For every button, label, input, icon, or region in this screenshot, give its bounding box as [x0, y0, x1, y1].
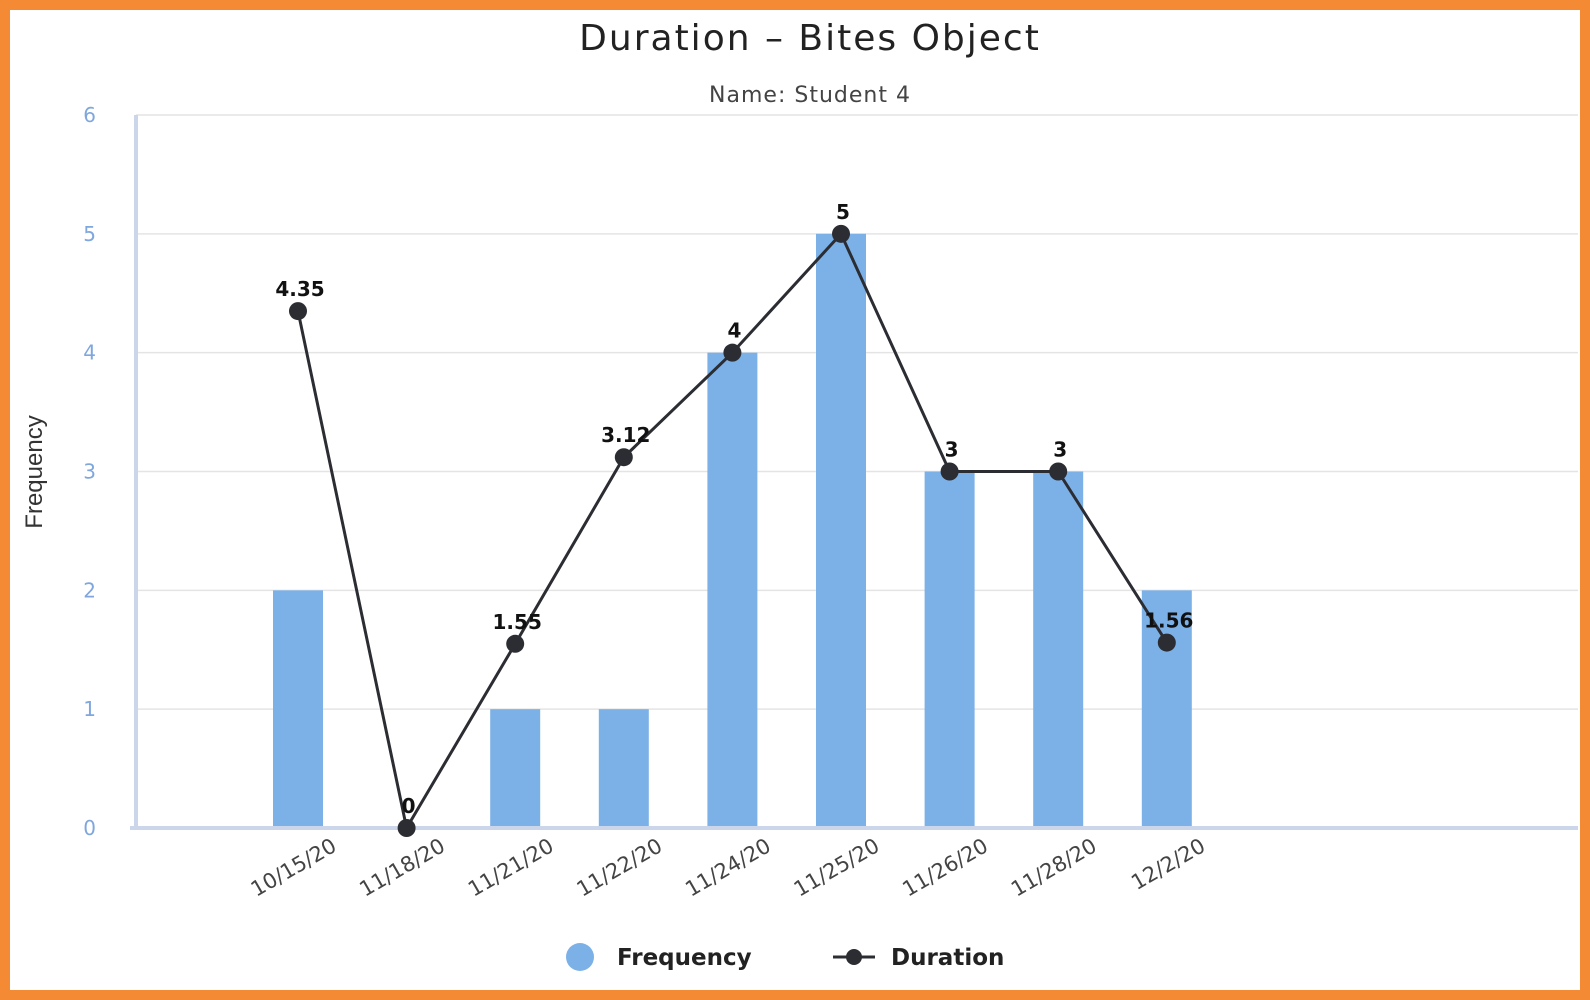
frequency-bar[interactable] — [816, 233, 866, 829]
legend-duration-marker-icon — [846, 949, 862, 965]
y-tick-label: 5 — [83, 222, 96, 246]
frequency-bar[interactable] — [1033, 471, 1084, 829]
y-axis-title: Frequency — [21, 415, 48, 528]
x-axis-ticks: 10/15/20 11/18/20 11/21/20 11/22/20 11/24/20… — [247, 834, 1209, 902]
x-tick-label: 11/28/20 — [1007, 834, 1101, 902]
x-tick-label: 11/18/20 — [355, 834, 449, 902]
duration-data-label: 4 — [727, 319, 741, 343]
frequency-bars — [273, 233, 1192, 829]
legend-duration-label[interactable]: Duration — [891, 945, 1004, 971]
duration-data-label: 1.55 — [493, 610, 542, 634]
duration-point[interactable] — [1049, 462, 1068, 481]
frequency-bar[interactable] — [598, 709, 649, 828]
y-tick-label: 0 — [83, 816, 96, 840]
frequency-bar[interactable] — [707, 352, 758, 828]
y-tick-label: 4 — [83, 341, 96, 365]
frequency-bar[interactable] — [1141, 590, 1192, 828]
duration-point[interactable] — [614, 448, 633, 467]
duration-data-label: 3 — [945, 438, 959, 462]
x-tick-label: 11/24/20 — [681, 834, 775, 902]
y-axis-ticks: 0 1 2 3 4 5 6 — [83, 103, 96, 840]
duration-point[interactable] — [289, 302, 307, 321]
duration-data-label: 3 — [1053, 438, 1067, 462]
duration-point[interactable] — [723, 343, 742, 362]
duration-data-label: 3.12 — [601, 423, 650, 447]
duration-data-labels: 4.35 0 1.55 3.12 4 5 3 3 1.56 — [275, 200, 1193, 818]
frequency-bar[interactable] — [924, 471, 975, 829]
x-tick-label: 10/15/20 — [247, 834, 341, 902]
frequency-bar[interactable] — [273, 590, 323, 828]
x-tick-label: 11/22/20 — [573, 834, 667, 902]
legend: Frequency Duration — [566, 943, 1004, 971]
duration-data-label: 5 — [836, 200, 850, 224]
y-tick-label: 3 — [83, 460, 96, 484]
duration-point[interactable] — [832, 224, 850, 243]
x-tick-label: 11/21/20 — [464, 834, 558, 902]
duration-point[interactable] — [506, 634, 525, 653]
duration-data-label: 1.56 — [1144, 609, 1193, 633]
x-tick-label: 11/25/20 — [790, 834, 884, 902]
y-tick-label: 6 — [83, 103, 96, 127]
duration-point[interactable] — [1157, 633, 1176, 652]
x-tick-label: 12/2/20 — [1127, 834, 1209, 895]
axes — [130, 115, 1578, 830]
chart-subtitle: Name: Student 4 — [709, 83, 911, 108]
chart-title: Duration – Bites Object — [579, 18, 1041, 59]
duration-point[interactable] — [397, 819, 416, 837]
legend-frequency-label[interactable]: Frequency — [617, 945, 752, 971]
duration-line — [289, 224, 1176, 837]
x-tick-label: 11/26/20 — [898, 834, 992, 902]
y-tick-label: 1 — [83, 697, 96, 721]
y-tick-label: 2 — [83, 578, 96, 602]
legend-frequency-icon — [566, 943, 594, 971]
duration-point[interactable] — [940, 462, 959, 481]
duration-data-label: 4.35 — [275, 277, 324, 301]
frequency-bar[interactable] — [490, 709, 541, 828]
duration-data-label: 0 — [402, 794, 416, 818]
